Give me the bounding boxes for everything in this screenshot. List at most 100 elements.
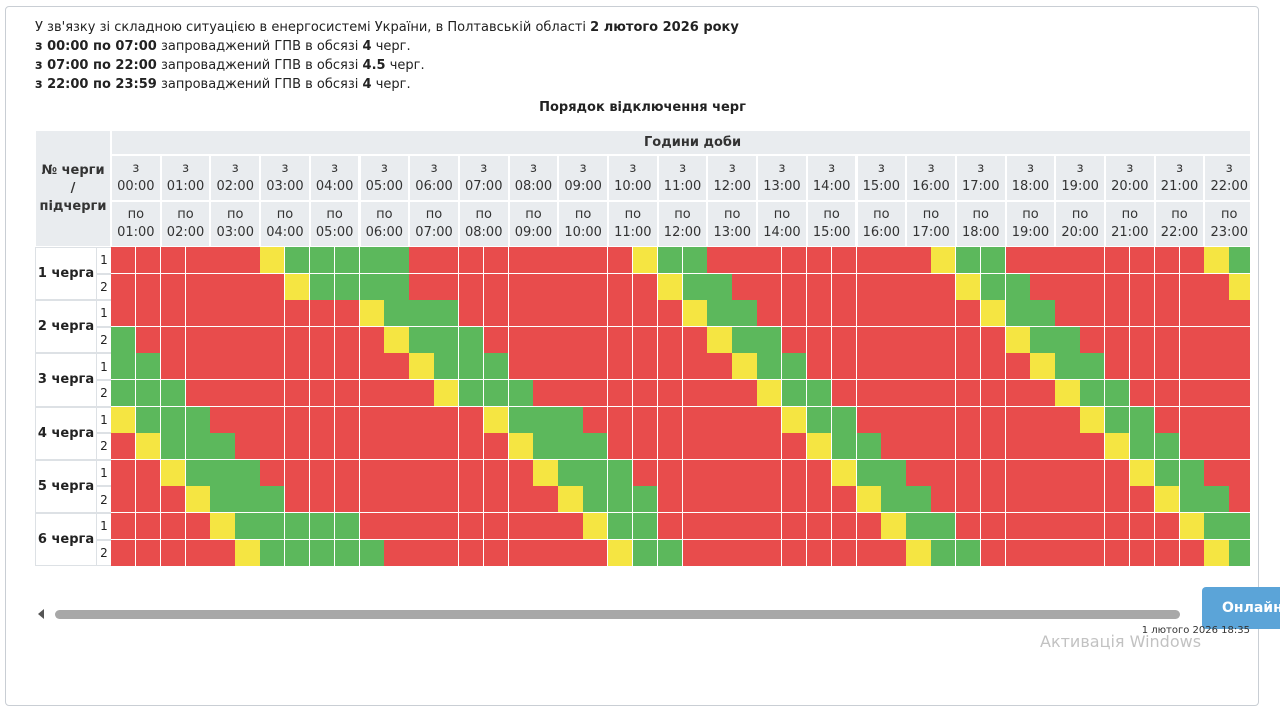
online-button[interactable]: Онлайн — [1202, 587, 1280, 629]
outage-cell — [558, 486, 584, 514]
outage-cell — [409, 459, 435, 487]
outage-cell — [831, 273, 857, 301]
end-time: 19:00 — [1011, 225, 1050, 240]
scroll-left-arrow[interactable] — [38, 609, 44, 619]
outage-cell — [906, 273, 932, 301]
outage-cell — [732, 273, 758, 301]
outage-cell — [409, 247, 435, 275]
outage-cell — [384, 406, 410, 434]
outage-cell — [707, 486, 733, 514]
outage-cell — [1129, 406, 1156, 434]
column-end: по 21:00 — [1105, 201, 1155, 247]
outage-cell — [1080, 273, 1106, 301]
outage-cell — [1055, 513, 1081, 541]
outage-cell — [160, 326, 187, 354]
subqueue-label: 2 — [96, 539, 112, 567]
outage-cell — [260, 406, 286, 434]
outage-cell — [235, 539, 261, 567]
outage-cell — [608, 326, 634, 354]
notice-text: запроваджений ГПВ в обсязі — [156, 77, 363, 92]
outage-cell — [458, 406, 485, 434]
column-end: по 02:00 — [160, 201, 211, 247]
outage-cell — [1179, 273, 1205, 301]
outage-cell — [1204, 486, 1230, 514]
outage-cell — [931, 459, 957, 487]
outage-cell — [359, 513, 385, 541]
outage-cell — [608, 406, 634, 434]
queue-label: 5 черга — [35, 459, 97, 513]
outage-cell — [359, 353, 385, 381]
subqueue-label: 1 — [96, 406, 112, 434]
outage-cell — [1005, 406, 1031, 434]
outage-cell — [1179, 513, 1205, 541]
start-time: 13:00 — [763, 179, 801, 194]
outage-cell — [682, 486, 708, 514]
outage-cell — [831, 300, 857, 328]
outage-cell — [508, 459, 534, 487]
end-time: 16:00 — [862, 225, 901, 240]
outage-cell — [583, 406, 609, 434]
column-start: з 10:00 — [608, 155, 658, 201]
outage-cell — [160, 380, 187, 408]
outage-cell — [881, 247, 907, 275]
outage-cell — [384, 326, 410, 354]
outage-cell — [1080, 380, 1106, 408]
outage-cell — [508, 406, 534, 434]
outage-cell — [185, 326, 211, 354]
outage-cell — [483, 539, 510, 567]
column-end: по 08:00 — [458, 201, 509, 247]
outage-cell — [1154, 353, 1181, 381]
outage-cell — [359, 273, 385, 301]
outage-cell — [1204, 353, 1230, 381]
outage-cell — [434, 353, 460, 381]
outage-cell — [210, 273, 236, 301]
outage-cell — [1030, 300, 1056, 328]
outage-cell — [284, 273, 311, 301]
outage-cell — [781, 326, 808, 354]
outage-cell — [309, 459, 336, 487]
outage-cell — [707, 247, 733, 275]
column-start: з 00:00 — [111, 155, 161, 201]
outage-cell — [1179, 433, 1205, 461]
outage-cell — [806, 513, 833, 541]
end-time: 11:00 — [614, 225, 652, 240]
outage-cell — [1055, 273, 1081, 301]
outage-cell — [856, 380, 882, 408]
outage-cell — [856, 539, 882, 567]
outage-cell — [434, 273, 460, 301]
outage-cell — [111, 539, 137, 567]
page: {"notice": {"lines": [ [{"text": "У зв'я… — [5, 6, 1280, 706]
outage-cell — [831, 247, 857, 275]
outage-cell — [707, 353, 733, 381]
start-time: 11:00 — [663, 179, 702, 194]
outage-cell — [1055, 380, 1081, 408]
outage-cell — [955, 353, 982, 381]
table-title: Порядок відключення черг — [539, 100, 746, 115]
from-word: з — [480, 161, 488, 176]
outage-cell — [284, 380, 311, 408]
outage-cell — [309, 486, 336, 514]
scrollbar-thumb[interactable] — [55, 610, 1180, 619]
outage-cell — [856, 513, 882, 541]
notice-text: з 07:00 по 22:00 — [35, 58, 157, 73]
outage-cell — [508, 486, 534, 514]
outage-cell — [235, 247, 261, 275]
outage-cell — [483, 433, 510, 461]
outage-cell — [856, 353, 882, 381]
to-word: по — [1221, 207, 1238, 222]
notice-line: з 07:00 по 22:00 запроваджений ГПВ в обс… — [35, 56, 739, 75]
subqueue-label: 1 — [96, 459, 112, 487]
outage-cell — [1030, 273, 1056, 301]
outage-cell — [657, 486, 684, 514]
outage-cell — [682, 326, 708, 354]
outage-cell — [483, 300, 510, 328]
outage-cell — [881, 486, 907, 514]
outage-cell — [558, 326, 584, 354]
outage-cell — [806, 459, 833, 487]
outage-cell — [284, 459, 311, 487]
outage-cell — [906, 433, 932, 461]
from-word: з — [927, 161, 935, 176]
outage-cell — [806, 486, 833, 514]
outage-cell — [260, 353, 286, 381]
outage-cell — [384, 433, 410, 461]
